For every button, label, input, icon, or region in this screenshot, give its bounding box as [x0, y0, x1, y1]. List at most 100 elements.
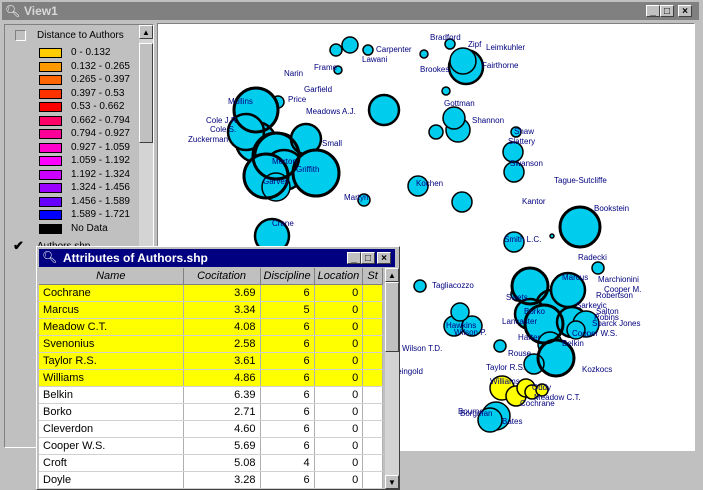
- author-bubble[interactable]: [444, 38, 456, 50]
- author-bubble[interactable]: [450, 302, 470, 322]
- attr-maximize-button[interactable]: □: [361, 252, 375, 264]
- column-header[interactable]: Discipline: [260, 268, 315, 285]
- cell-name[interactable]: Meadow C.T.: [39, 318, 184, 336]
- cell-cocitation[interactable]: 2.71: [183, 403, 261, 421]
- cell-location[interactable]: 0: [314, 318, 364, 336]
- cell-discipline[interactable]: 6: [260, 284, 315, 302]
- close-button[interactable]: ×: [678, 5, 692, 17]
- author-bubble[interactable]: [362, 44, 374, 56]
- author-bubble[interactable]: [451, 191, 473, 213]
- cell-cocitation[interactable]: 3.61: [183, 352, 261, 370]
- cell-discipline[interactable]: 6: [260, 352, 315, 370]
- table-row[interactable]: Borko 2.71 6 0: [39, 403, 383, 421]
- cell-location[interactable]: 0: [314, 471, 364, 489]
- cell-name[interactable]: Svenonius: [39, 335, 184, 353]
- cell-location[interactable]: 0: [314, 454, 364, 472]
- cell-cocitation[interactable]: 3.28: [183, 471, 261, 489]
- maximize-button[interactable]: □: [660, 5, 674, 17]
- attribute-grid[interactable]: Name Cocitation Discipline Location St Cochr…: [39, 268, 383, 489]
- cell-st[interactable]: [362, 318, 383, 336]
- attr-minimize-button[interactable]: _: [347, 252, 361, 264]
- cell-location[interactable]: 0: [314, 335, 364, 353]
- cell-discipline[interactable]: 6: [260, 437, 315, 455]
- attribute-title-bar[interactable]: 🔍︎ Attributes of Authors.shp _ □ ×: [39, 249, 395, 267]
- cell-st[interactable]: [362, 403, 383, 421]
- author-bubble[interactable]: [493, 339, 507, 353]
- cell-location[interactable]: 0: [314, 420, 364, 438]
- table-row[interactable]: Williams 4.86 6 0: [39, 369, 383, 387]
- cell-location[interactable]: 0: [314, 301, 364, 319]
- cell-name[interactable]: Cochrane: [39, 284, 184, 302]
- cell-st[interactable]: [362, 335, 383, 353]
- author-bubble[interactable]: [357, 193, 371, 207]
- cell-cocitation[interactable]: 3.69: [183, 284, 261, 302]
- author-bubble[interactable]: [341, 36, 359, 54]
- cell-discipline[interactable]: 6: [260, 335, 315, 353]
- table-scroll-up-button[interactable]: ▲: [385, 268, 399, 282]
- table-row[interactable]: Doyle 3.28 6 0: [39, 471, 383, 489]
- cell-st[interactable]: [362, 437, 383, 455]
- author-bubble[interactable]: [441, 86, 451, 96]
- cell-location[interactable]: 0: [314, 437, 364, 455]
- column-header[interactable]: Cocitation: [183, 268, 261, 285]
- author-bubble[interactable]: [477, 407, 503, 433]
- cell-discipline[interactable]: 4: [260, 454, 315, 472]
- author-bubble[interactable]: [566, 320, 586, 340]
- cell-location[interactable]: 0: [314, 386, 364, 404]
- cell-name[interactable]: Marcus: [39, 301, 184, 319]
- column-header[interactable]: St: [362, 268, 383, 285]
- table-row[interactable]: Marcus 3.34 5 0: [39, 301, 383, 319]
- cell-cocitation[interactable]: 2.58: [183, 335, 261, 353]
- author-bubble[interactable]: [549, 233, 555, 239]
- cell-st[interactable]: [362, 386, 383, 404]
- cell-st[interactable]: [362, 369, 383, 387]
- author-bubble[interactable]: [413, 279, 427, 293]
- cell-st[interactable]: [362, 301, 383, 319]
- cell-cocitation[interactable]: 5.08: [183, 454, 261, 472]
- table-row[interactable]: Svenonius 2.58 6 0: [39, 335, 383, 353]
- author-bubble[interactable]: [367, 93, 401, 127]
- author-bubble[interactable]: [261, 172, 291, 202]
- cell-cocitation[interactable]: 5.69: [183, 437, 261, 455]
- cell-st[interactable]: [362, 284, 383, 302]
- cell-discipline[interactable]: 6: [260, 386, 315, 404]
- title-bar[interactable]: 🔍︎ View1 _ □ ×: [2, 2, 699, 20]
- cell-name[interactable]: Borko: [39, 403, 184, 421]
- cell-name[interactable]: Williams: [39, 369, 184, 387]
- theme-visibility-checkbox[interactable]: [15, 30, 26, 41]
- author-bubble[interactable]: [503, 231, 525, 253]
- cell-st[interactable]: [362, 352, 383, 370]
- cell-discipline[interactable]: 6: [260, 403, 315, 421]
- cell-discipline[interactable]: 6: [260, 318, 315, 336]
- cell-location[interactable]: 0: [314, 284, 364, 302]
- column-header[interactable]: Location: [314, 268, 364, 285]
- cell-discipline[interactable]: 6: [260, 471, 315, 489]
- attr-close-button[interactable]: ×: [377, 252, 391, 264]
- cell-name[interactable]: Belkin: [39, 386, 184, 404]
- selected-author-bubble[interactable]: [535, 383, 549, 397]
- cell-st[interactable]: [362, 454, 383, 472]
- table-row[interactable]: Taylor R.S. 3.61 6 0: [39, 352, 383, 370]
- author-bubble[interactable]: [428, 124, 444, 140]
- cell-name[interactable]: Cooper W.S.: [39, 437, 184, 455]
- author-bubble[interactable]: [510, 126, 522, 138]
- cell-name[interactable]: Doyle: [39, 471, 184, 489]
- cell-cocitation[interactable]: 4.86: [183, 369, 261, 387]
- author-bubble[interactable]: [333, 65, 343, 75]
- cell-location[interactable]: 0: [314, 403, 364, 421]
- cell-st[interactable]: [362, 471, 383, 489]
- cell-location[interactable]: 0: [314, 369, 364, 387]
- minimize-button[interactable]: _: [646, 5, 660, 17]
- cell-discipline[interactable]: 5: [260, 301, 315, 319]
- cell-cocitation[interactable]: 3.34: [183, 301, 261, 319]
- theme-row-distance[interactable]: Distance to Authors: [5, 27, 143, 45]
- table-row[interactable]: Belkin 6.39 6 0: [39, 386, 383, 404]
- cell-cocitation[interactable]: 4.60: [183, 420, 261, 438]
- scroll-thumb[interactable]: [139, 43, 153, 143]
- table-row[interactable]: Cleverdon 4.60 6 0: [39, 420, 383, 438]
- author-bubble[interactable]: [419, 49, 429, 59]
- cell-name[interactable]: Croft: [39, 454, 184, 472]
- author-bubble[interactable]: [591, 261, 605, 275]
- cell-cocitation[interactable]: 4.08: [183, 318, 261, 336]
